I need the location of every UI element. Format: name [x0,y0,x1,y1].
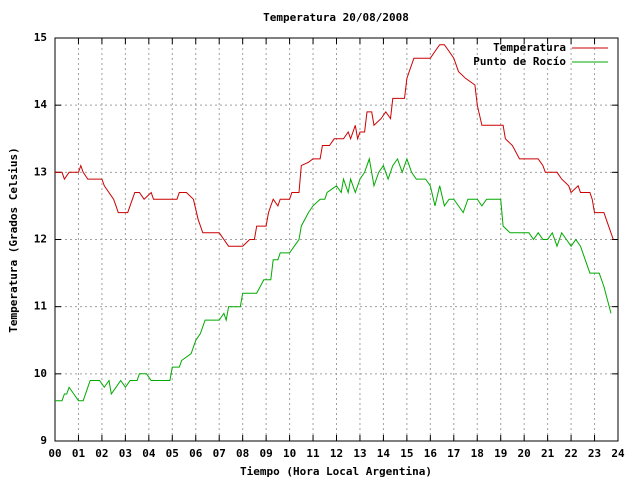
x-tick-label: 02 [95,447,108,460]
x-tick-label: 17 [447,447,460,460]
x-tick-label: 08 [236,447,249,460]
x-tick-label: 10 [283,447,296,460]
x-tick-label: 09 [260,447,273,460]
x-tick-label: 22 [564,447,577,460]
data-line [55,44,614,247]
y-tick-label: 15 [34,31,47,44]
x-tick-label: 13 [353,447,366,460]
x-tick-label: 21 [541,447,555,460]
x-tick-label: 15 [400,447,413,460]
y-tick-label: 12 [34,233,47,246]
chart-title: Temperatura 20/08/2008 [263,11,409,24]
x-tick-label: 07 [213,447,226,460]
x-tick-label: 00 [48,447,61,460]
x-tick-label: 05 [166,447,179,460]
y-tick-label: 10 [34,367,47,380]
x-tick-label: 14 [377,447,391,460]
plot-frame [54,37,619,442]
x-tick-label: 24 [611,447,625,460]
legend-label: Punto de Rocío [473,55,566,68]
x-tick-label: 03 [119,447,132,460]
x-tick-label: 20 [518,447,531,460]
x-tick-label: 12 [330,447,343,460]
y-tick-label: 11 [34,300,48,313]
y-tick-label: 9 [40,434,47,447]
x-tick-label: 04 [142,447,156,460]
x-tick-label: 19 [494,447,507,460]
y-axis-label: Temperatura (Grados Celsius) [7,147,20,332]
x-tick-label: 06 [189,447,203,460]
y-tick-label: 13 [34,165,47,178]
x-tick-label: 11 [306,447,320,460]
x-tick-label: 18 [471,447,484,460]
x-axis-label: Tiempo (Hora Local Argentina) [240,465,432,478]
data-line [55,156,612,402]
x-tick-label: 01 [72,447,86,460]
y-tick-label: 14 [34,98,48,111]
x-tick-label: 16 [424,447,438,460]
x-tick-label: 23 [588,447,601,460]
legend-label: Temperatura [493,41,566,54]
